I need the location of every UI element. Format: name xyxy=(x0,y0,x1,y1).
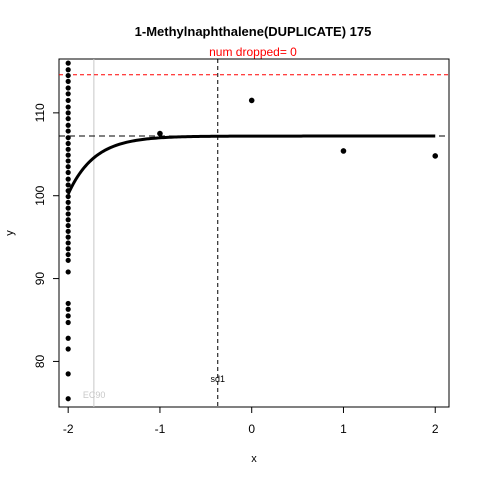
data-point xyxy=(65,319,71,326)
y-tick-label: 100 xyxy=(33,185,47,205)
data-point xyxy=(65,97,71,104)
data-point xyxy=(65,110,71,116)
data-point xyxy=(65,199,71,205)
axes: -2 -1 0 1 2 80 90 100 110 xyxy=(33,103,439,436)
data-point xyxy=(65,146,71,152)
data-point xyxy=(65,251,71,258)
num-dropped-label: num dropped= 0 xyxy=(209,45,297,59)
data-point xyxy=(65,135,71,141)
data-point xyxy=(65,246,71,252)
data-point xyxy=(65,67,71,73)
data-point xyxy=(65,346,71,352)
data-point xyxy=(65,128,71,134)
data-point xyxy=(65,140,71,147)
ec90-label: EC90 xyxy=(83,390,106,400)
data-point xyxy=(65,193,71,200)
data-point xyxy=(65,176,71,182)
data-point xyxy=(65,158,71,164)
data-point xyxy=(65,152,71,158)
data-point xyxy=(65,371,71,377)
data-point xyxy=(65,122,71,128)
x-tick-label: 1 xyxy=(340,422,347,436)
data-point xyxy=(65,164,71,170)
x-tick-label: -2 xyxy=(63,422,74,436)
data-marks xyxy=(65,60,439,402)
y-axis-label: y xyxy=(4,230,16,236)
data-point xyxy=(65,72,71,79)
x-axis-label: x xyxy=(251,453,257,465)
data-point xyxy=(65,60,71,66)
data-point xyxy=(65,116,71,122)
data-point xyxy=(65,396,71,402)
y-tick-label: 80 xyxy=(33,354,47,368)
data-point xyxy=(65,313,71,319)
data-point xyxy=(432,153,439,159)
data-point xyxy=(65,188,71,194)
x-tick-label: 0 xyxy=(248,422,255,436)
y-tick-label: 110 xyxy=(33,103,47,122)
data-point xyxy=(157,130,163,137)
data-point xyxy=(65,257,71,263)
chart-title: 1-Methylnaphthalene(DUPLICATE) 175 xyxy=(135,24,372,39)
data-point xyxy=(65,269,71,275)
data-point xyxy=(65,217,71,223)
reference-lines: EC90 sd1 xyxy=(59,59,449,407)
fitted-curve xyxy=(66,134,436,195)
x-tick-label: 2 xyxy=(432,422,439,436)
x-tick-label: -1 xyxy=(155,422,166,436)
data-point xyxy=(65,240,71,246)
data-point xyxy=(65,182,71,188)
data-point xyxy=(65,211,71,217)
data-point xyxy=(248,97,255,104)
data-point xyxy=(65,78,71,84)
data-point xyxy=(65,205,71,211)
data-point xyxy=(65,228,71,234)
y-tick-label: 90 xyxy=(33,272,47,286)
data-point xyxy=(65,234,71,240)
data-point xyxy=(65,169,71,176)
data-point xyxy=(65,222,71,229)
data-point xyxy=(65,335,71,341)
data-point xyxy=(65,104,71,110)
data-point xyxy=(65,85,71,91)
vertical-dashed-label: sd1 xyxy=(210,374,225,384)
data-point xyxy=(65,300,71,307)
data-point xyxy=(65,306,71,312)
data-point xyxy=(65,91,71,97)
plot-frame xyxy=(58,58,450,408)
data-point xyxy=(340,148,347,154)
